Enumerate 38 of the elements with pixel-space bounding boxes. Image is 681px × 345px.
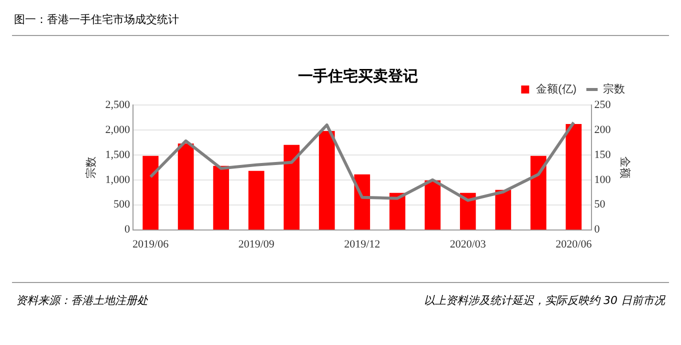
bar [388, 192, 405, 230]
bar [459, 192, 476, 230]
y2-tick-label: 200 [594, 124, 611, 136]
bar [318, 130, 334, 230]
y2-tick-label: 100 [594, 174, 611, 186]
y2-tick-label: 250 [594, 98, 611, 111]
bar [177, 143, 194, 230]
legend-label: 金额(亿) [536, 82, 576, 96]
y-axis-title: 宗数 [84, 156, 98, 178]
x-tick-label: 2020/06 [555, 238, 592, 250]
y2-tick-label: 150 [594, 148, 611, 161]
bar [283, 144, 300, 230]
bar [212, 166, 229, 230]
x-tick-label: 2019/09 [238, 238, 274, 250]
chart-subtitle: 一手住宅买卖登记 [298, 66, 418, 85]
y-tick-label: 1,500 [104, 148, 130, 161]
text: 以上资料涉及统计延迟，实际反映约 30 日前市况 [424, 293, 665, 308]
y-tick-label: 1,000 [104, 174, 130, 186]
y2-axis-title: 金额 [618, 156, 631, 178]
x-tick-label: 2019/06 [132, 238, 169, 250]
bar [494, 190, 511, 230]
x-tick-label: 2019/12 [344, 238, 380, 250]
text: 资料来源：香港土地注册处 [16, 293, 148, 308]
bar [354, 174, 370, 230]
x-tick-label: 2020/03 [449, 238, 486, 250]
legend-label: 宗数 [602, 82, 624, 96]
bar [424, 180, 440, 230]
bar [248, 170, 264, 230]
y-tick-label: 500 [112, 198, 130, 211]
y2-tick-label: 50 [594, 198, 606, 211]
y2-tick-label: 0 [594, 224, 600, 236]
y-tick-label: 2,000 [104, 124, 130, 136]
bar [530, 156, 546, 230]
bar [565, 124, 582, 230]
y-tick-label: 0 [124, 224, 130, 236]
chart-title: 图一：香港一手住宅市场成交统计 [13, 12, 180, 28]
bar [142, 156, 158, 230]
y-tick-label: 2,500 [104, 98, 130, 111]
